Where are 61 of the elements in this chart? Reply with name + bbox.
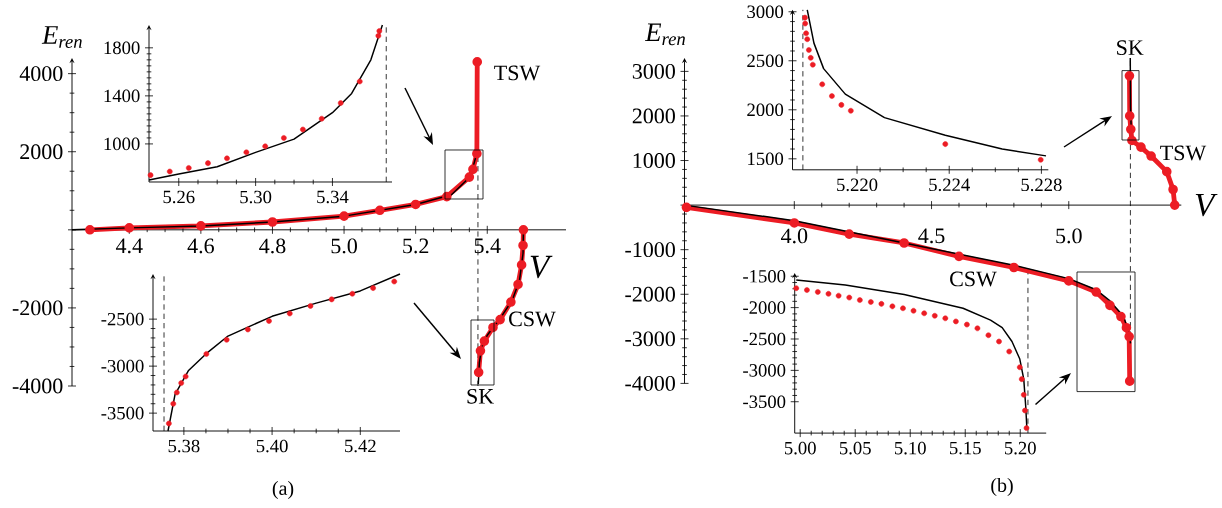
- x-tick-label: 5.40: [256, 439, 288, 453]
- x-tick-label: 5.34: [317, 190, 349, 204]
- y-tick-label: 1000: [104, 137, 140, 151]
- x-tick-label: 5.0: [1056, 228, 1082, 244]
- x-axis-title: V: [1195, 193, 1218, 217]
- y-tick-label: 1800: [104, 41, 140, 55]
- text: (b): [991, 477, 1013, 497]
- x-tick-label: 5.00: [784, 441, 816, 455]
- x-tick-label: 5.38: [168, 439, 200, 453]
- y-tick-label: -4000: [12, 378, 63, 394]
- x-axis-title: V: [530, 255, 553, 279]
- y-tick-label: 4000: [19, 66, 63, 82]
- y-tick-label: 1400: [104, 89, 140, 103]
- y-tick-label: -2000: [12, 300, 63, 316]
- x-tick-label: 5.26: [163, 190, 195, 204]
- x-tick-label: 4.6: [187, 238, 214, 254]
- y-axis-title: E$_{ren}$: [41, 26, 82, 48]
- y-tick-label: -4000: [625, 375, 675, 391]
- y-tick-label: -3500: [743, 395, 786, 409]
- y-tick-label: 2500: [747, 54, 784, 68]
- y-axis-title: E$_{ren}$: [644, 23, 685, 46]
- x-tick-label: 5.15: [949, 441, 981, 455]
- y-tick-label: 3000: [747, 5, 784, 19]
- y-tick-label: 2000: [632, 108, 675, 124]
- y-tick-label: -1000: [625, 242, 675, 258]
- y-tick-label: -2000: [743, 301, 786, 314]
- x-tick-label: 4.0: [780, 228, 808, 244]
- x-tick-label: 5.220: [837, 178, 878, 192]
- x-tick-label: 5.05: [839, 441, 871, 455]
- annotation: CSW: [509, 311, 556, 327]
- y-tick-label: -2000: [625, 286, 675, 302]
- text: (a): [272, 480, 294, 500]
- x-tick-label: 5.20: [1004, 441, 1036, 455]
- annotation: TSW: [1160, 145, 1207, 161]
- y-tick-label: 1000: [633, 153, 675, 168]
- x-tick-label: 4.5: [918, 228, 945, 244]
- y-tick-label: 3000: [632, 63, 675, 79]
- annotation: TSW: [494, 65, 541, 81]
- y-tick-label: 1500: [748, 152, 784, 166]
- x-tick-label: 4.8: [259, 238, 286, 254]
- annotation: CSW: [950, 271, 997, 287]
- y-tick-label: -2500: [101, 312, 144, 326]
- x-tick-label: 5.10: [894, 441, 926, 455]
- annotation: SK: [467, 388, 494, 404]
- y-tick-label: 2000: [20, 144, 63, 160]
- y-tick-label: -3000: [743, 364, 786, 377]
- x-tick-label: 4.4: [115, 238, 143, 254]
- x-tick-label: 5.224: [929, 178, 970, 192]
- y-tick-label: -3000: [101, 359, 144, 373]
- x-tick-label: 5.2: [403, 238, 429, 254]
- x-tick-label: 5.4: [474, 238, 501, 254]
- y-tick-label: 2000: [747, 103, 784, 117]
- annotation: SK: [1117, 40, 1144, 56]
- x-tick-label: 5.30: [240, 190, 272, 204]
- y-tick-label: -2500: [743, 332, 786, 346]
- x-tick-label: 5.228: [1021, 178, 1062, 192]
- y-tick-label: -1500: [743, 269, 786, 283]
- y-tick-label: -3000: [625, 331, 675, 347]
- x-tick-label: 5.42: [345, 439, 376, 453]
- x-tick-label: 5.0: [331, 238, 357, 254]
- y-tick-label: -3500: [101, 406, 144, 420]
